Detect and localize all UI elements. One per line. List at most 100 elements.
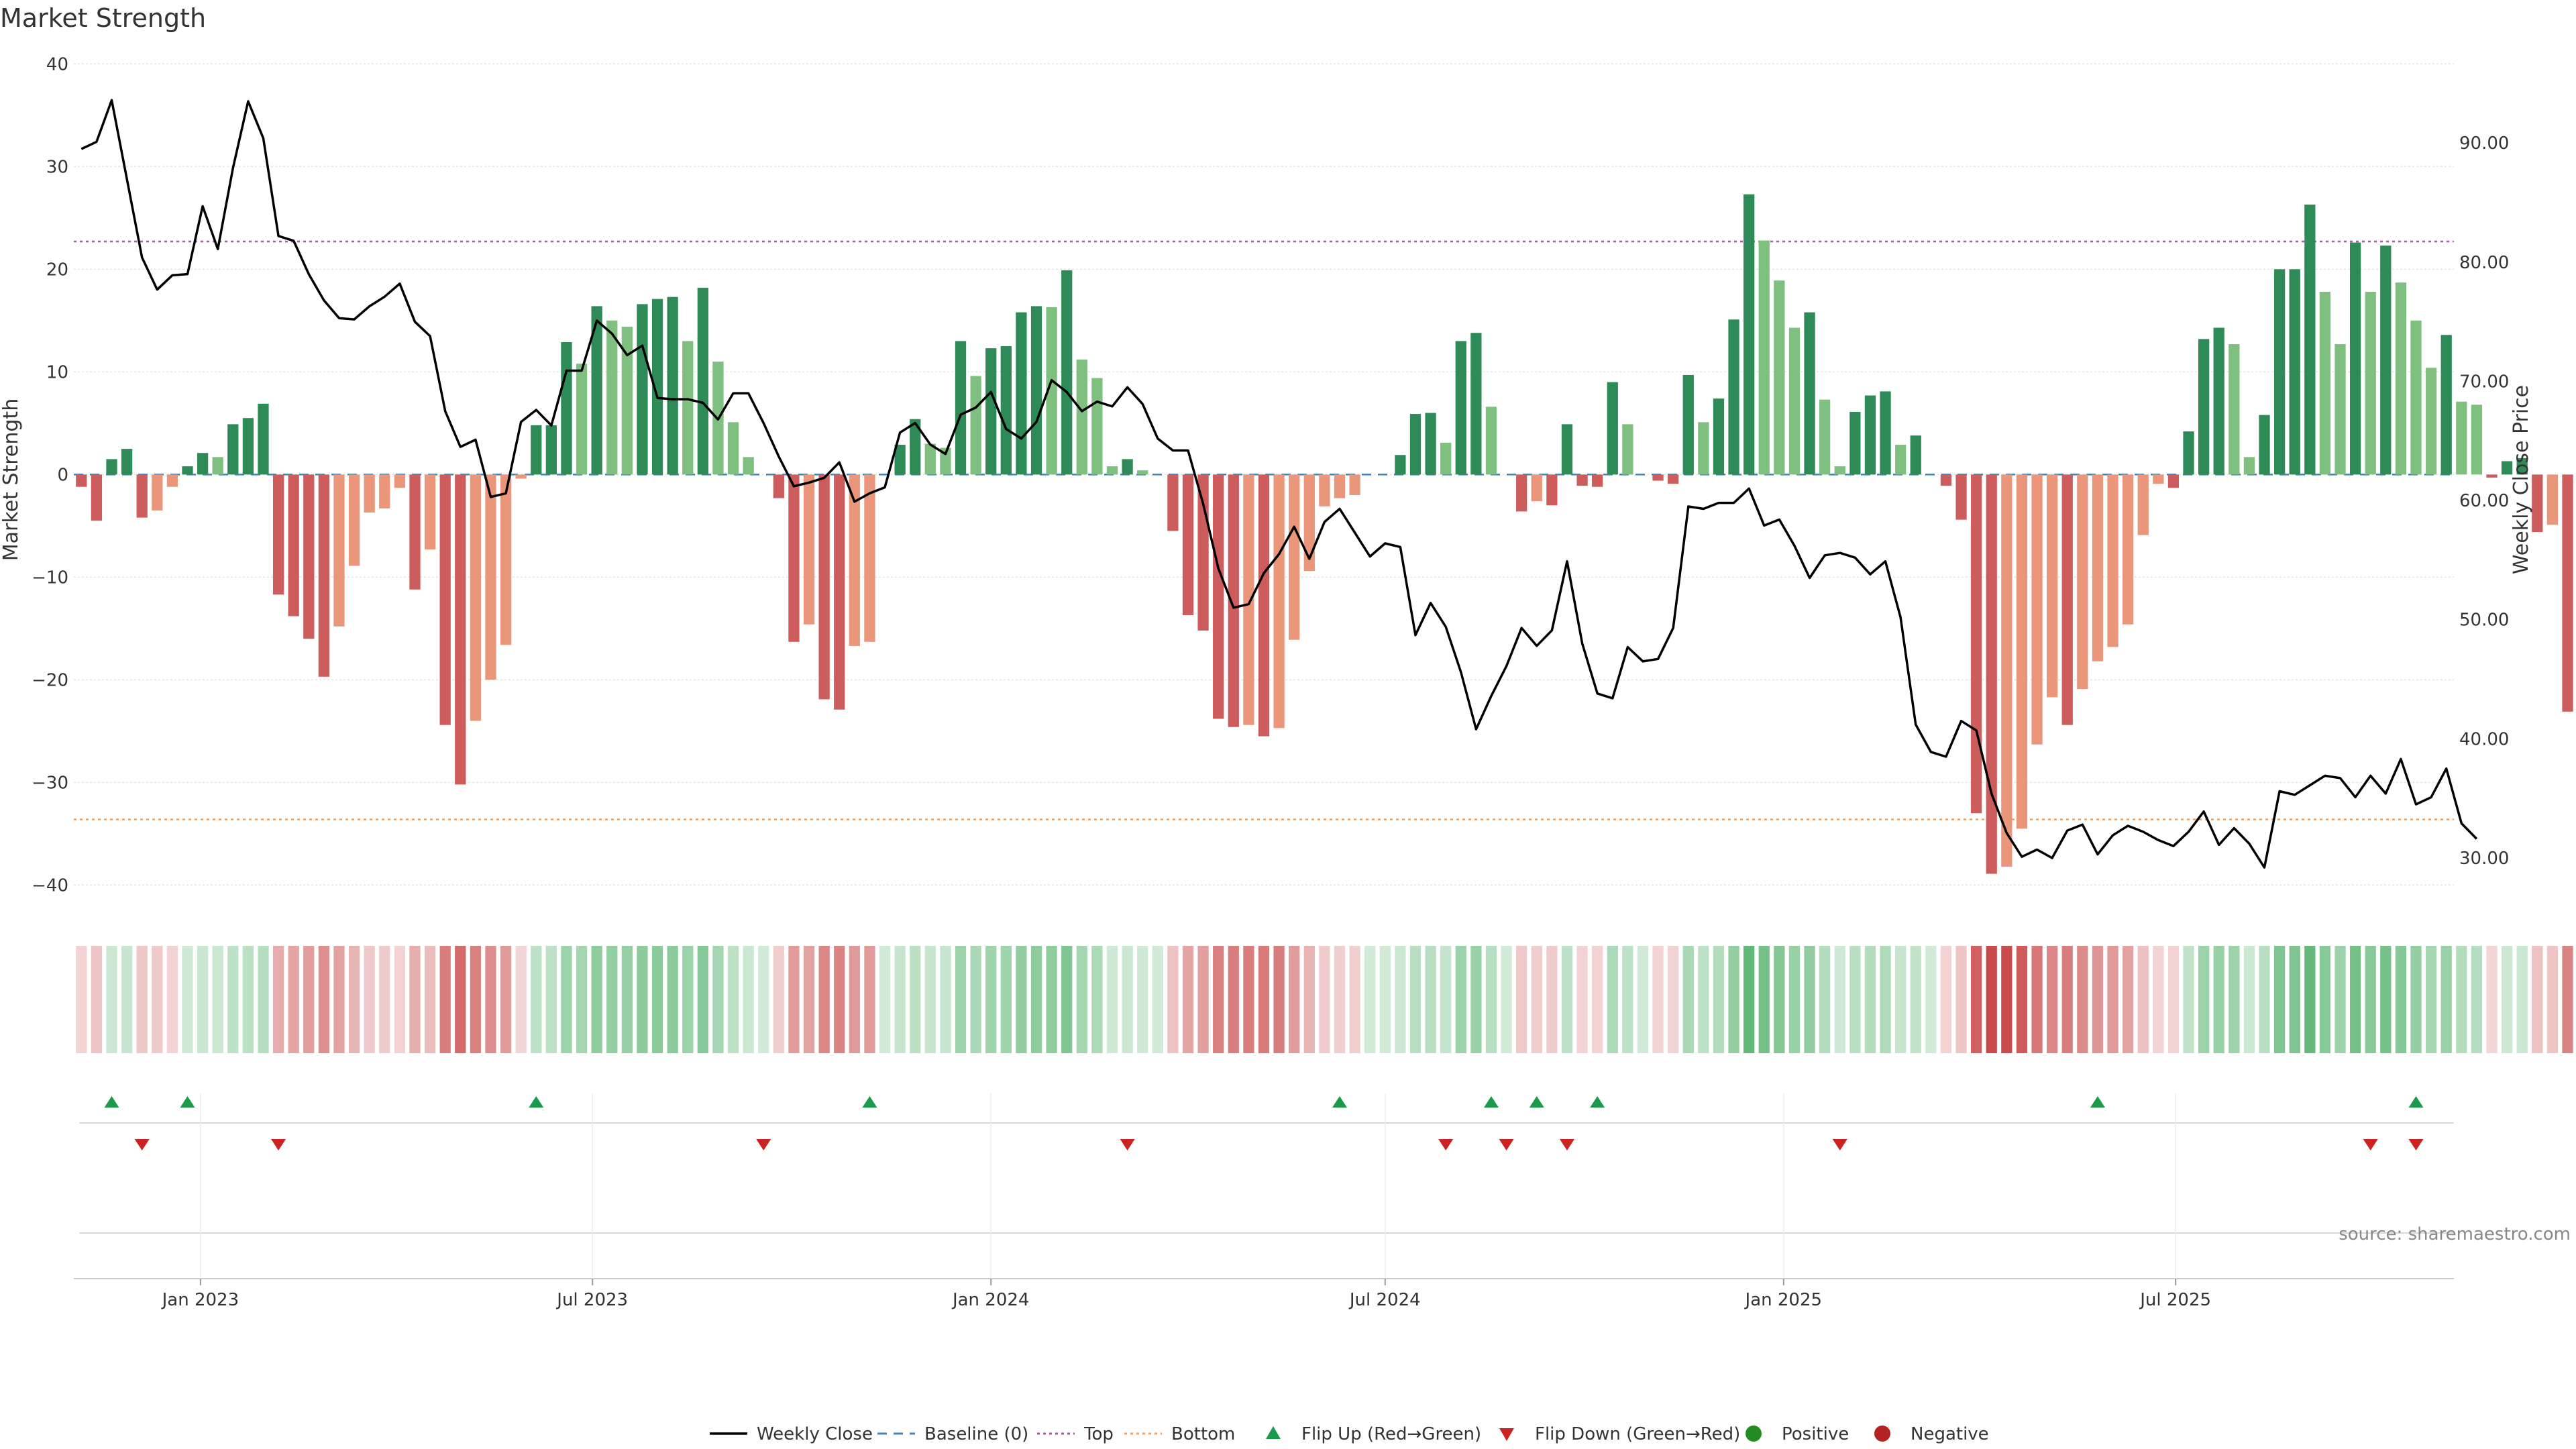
heat-cell: [1940, 946, 1952, 1053]
legend-label: Bottom: [1171, 1424, 1235, 1444]
strength-bar: [424, 474, 436, 550]
heat-cell: [121, 946, 133, 1053]
strength-bar: [985, 348, 997, 475]
heat-cell: [1137, 946, 1148, 1053]
strength-bar: [2122, 474, 2134, 625]
strength-bars: [76, 194, 2573, 874]
strength-bar: [2137, 474, 2149, 535]
heat-cell: [1319, 946, 1330, 1053]
strength-bar: [1213, 474, 1224, 719]
right-tick-label: 30.00: [2459, 849, 2509, 869]
flip-down-marker: [2408, 1139, 2424, 1150]
strength-bar: [667, 297, 678, 475]
heat-cell: [1713, 946, 1725, 1053]
heat-cell: [1622, 946, 1633, 1053]
heat-cell: [409, 946, 421, 1053]
heat-cell: [2395, 946, 2407, 1053]
strength-bar: [348, 474, 360, 566]
heat-cell: [2183, 946, 2194, 1053]
heat-cell: [849, 946, 860, 1053]
strength-bar: [818, 474, 830, 700]
heat-cell: [1607, 946, 1618, 1053]
flip-up-marker: [862, 1096, 877, 1108]
heat-cell: [2092, 946, 2104, 1053]
left-tick-label: −10: [32, 568, 68, 588]
strength-bar: [1910, 435, 1921, 475]
flip-up-marker: [1483, 1096, 1499, 1108]
heat-cell: [1061, 946, 1073, 1053]
flip-down-marker: [1438, 1139, 1454, 1150]
strength-bar: [1122, 459, 1133, 475]
strength-bar: [1106, 466, 1118, 475]
x-tick-label: Jan 2025: [1744, 1290, 1823, 1310]
strength-bar: [2440, 335, 2452, 475]
x-tick-label: Jul 2025: [2139, 1290, 2211, 1310]
legend-triangle-up-swatch: [1266, 1426, 1281, 1439]
strength-bar: [333, 474, 345, 627]
strength-bar: [2153, 474, 2164, 484]
heat-cell: [272, 946, 284, 1053]
strength-bar: [2077, 474, 2088, 690]
legend-item: Bottom: [1124, 1424, 1235, 1444]
chart-title: Market Strength: [0, 3, 206, 33]
flip-up-marker: [2408, 1096, 2424, 1108]
strength-bar: [455, 474, 466, 785]
legend-label: Top: [1083, 1424, 1114, 1444]
strength-bar: [2532, 474, 2543, 533]
heat-cell: [2243, 946, 2255, 1053]
x-tick-label: Jan 2024: [951, 1290, 1030, 1310]
strength-bar: [76, 474, 87, 487]
source-label: source: sharemaestro.com: [2339, 1224, 2571, 1244]
heat-cell: [1637, 946, 1649, 1053]
left-tick-label: −40: [32, 875, 68, 896]
right-tick-label: 80.00: [2459, 253, 2509, 273]
strength-bar: [106, 459, 117, 475]
heat-cell: [2259, 946, 2270, 1053]
strength-bar: [545, 425, 557, 475]
flip-down-marker: [271, 1139, 286, 1150]
legend-label: Flip Down (Green→Red): [1535, 1424, 1740, 1444]
strength-bar: [1334, 474, 1346, 498]
strength-bar: [2183, 431, 2194, 475]
legend-label: Flip Up (Red→Green): [1301, 1424, 1481, 1444]
heat-cell: [1774, 946, 1785, 1053]
legend-circle-swatch: [1746, 1426, 1762, 1442]
strength-bar: [682, 341, 694, 475]
flip-up-marker: [1529, 1096, 1544, 1108]
strength-bar: [136, 474, 148, 518]
heat-cell: [166, 946, 178, 1053]
heat-cell: [1349, 946, 1360, 1053]
heat-cell: [682, 946, 694, 1053]
strength-heat-strip: [76, 946, 2573, 1053]
strength-bar: [803, 474, 815, 625]
strength-bar: [2273, 269, 2286, 475]
heat-cell: [2304, 946, 2316, 1053]
heat-cell: [2532, 946, 2543, 1053]
heat-cell: [1834, 946, 1845, 1053]
flip-down-marker: [756, 1139, 771, 1150]
heat-cell: [1016, 946, 1027, 1053]
strength-bar: [2107, 474, 2118, 647]
heat-cell: [1592, 946, 1603, 1053]
heat-cell: [2425, 946, 2437, 1053]
strength-bar: [515, 474, 527, 479]
heat-cell: [2380, 946, 2392, 1053]
strength-bar: [2167, 474, 2180, 488]
strength-bar: [2395, 282, 2407, 475]
heat-cell: [637, 946, 648, 1053]
strength-bar: [1834, 466, 1845, 475]
strength-bar: [152, 474, 163, 511]
legend-item: Weekly Close: [710, 1424, 873, 1444]
strength-bar: [1228, 474, 1239, 727]
strength-bar: [1395, 455, 1406, 475]
heat-cell: [288, 946, 299, 1053]
heat-cell: [227, 946, 239, 1053]
heat-cell: [1091, 946, 1103, 1053]
heat-cell: [394, 946, 406, 1053]
strength-bar: [1030, 306, 1042, 475]
heat-cell: [1516, 946, 1527, 1053]
heat-cell: [1182, 946, 1194, 1053]
flip-up-marker: [2090, 1096, 2105, 1108]
strength-bar: [1000, 346, 1012, 475]
